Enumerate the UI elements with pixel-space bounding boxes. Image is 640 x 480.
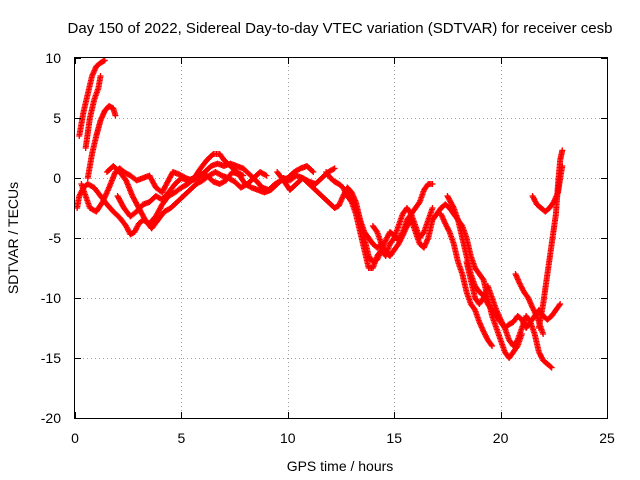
- data-point-marker: [429, 181, 436, 187]
- series-arc-16: [535, 147, 566, 331]
- data-point-marker: [489, 343, 496, 349]
- x-tick-labels: 0 5 10 15 20 25: [71, 430, 615, 446]
- x-tick-label: 20: [493, 430, 509, 446]
- y-tick-label: -5: [49, 230, 62, 246]
- data-point-marker: [97, 73, 104, 79]
- data-point-marker: [450, 203, 457, 210]
- data-point-marker: [101, 57, 108, 64]
- y-tick-label: 5: [53, 110, 61, 126]
- series-arc-17: [438, 211, 496, 349]
- data-point-marker: [547, 363, 554, 370]
- chart-title: Day 150 of 2022, Sidereal Day-to-day VTE…: [68, 20, 613, 37]
- data-point-marker: [262, 171, 269, 178]
- data-point-marker: [263, 172, 270, 179]
- series-arc-7: [103, 163, 270, 232]
- y-tick-label: -10: [41, 290, 61, 306]
- series-arc-3: [84, 103, 119, 181]
- data-point-marker: [330, 166, 337, 173]
- data-point-marker: [488, 341, 495, 348]
- data-point-marker: [429, 205, 436, 211]
- axis-ticks: [75, 58, 608, 419]
- data-point-marker: [556, 302, 563, 309]
- data-point-marker: [309, 168, 316, 174]
- x-tick-label: 5: [178, 430, 186, 446]
- series-arc-1: [76, 57, 108, 139]
- y-tick-label: -15: [41, 350, 61, 366]
- data-point-marker: [209, 152, 216, 158]
- y-tick-label: 10: [45, 50, 61, 66]
- grid-lines: [75, 58, 607, 418]
- y-tick-labels: -20 -15 -10 -5 0 5 10: [41, 50, 61, 426]
- data-point-marker: [479, 275, 486, 282]
- y-tick-label: 0: [53, 170, 61, 186]
- x-tick-label: 0: [71, 430, 79, 446]
- plot-frame: [74, 57, 608, 419]
- data-point-marker: [310, 169, 317, 175]
- data-series: [74, 57, 566, 371]
- y-tick-label: -20: [41, 410, 61, 426]
- data-point-marker: [540, 331, 547, 337]
- series-arc-13: [463, 259, 555, 371]
- x-tick-label: 10: [280, 430, 296, 446]
- data-point-marker: [112, 112, 119, 119]
- x-axis-label: GPS time / hours: [287, 458, 394, 474]
- x-tick-label: 25: [599, 430, 615, 446]
- data-point-marker: [548, 364, 555, 371]
- data-point-marker: [557, 301, 564, 307]
- y-axis-label: SDTVAR / TECUs: [5, 182, 21, 294]
- data-point-marker: [559, 147, 566, 154]
- series-arc-2: [82, 73, 104, 151]
- data-point-marker: [331, 165, 338, 172]
- x-tick-label: 15: [386, 430, 402, 446]
